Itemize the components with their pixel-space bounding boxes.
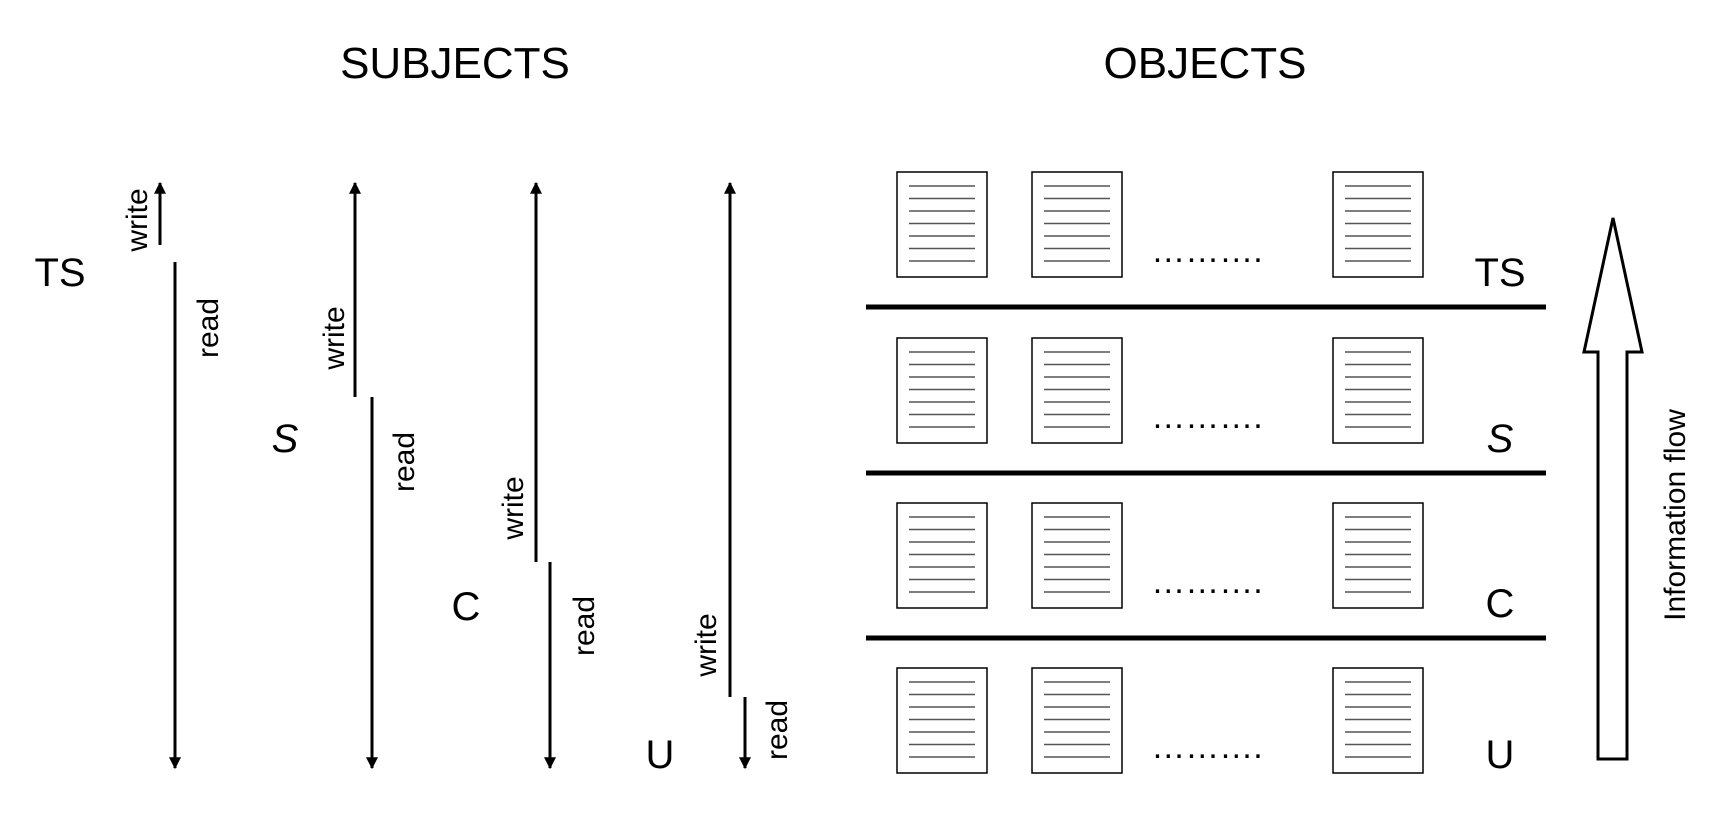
objects-header: OBJECTS bbox=[1104, 39, 1307, 88]
subject-level-s: S bbox=[272, 417, 299, 461]
read-label: read bbox=[192, 298, 225, 358]
read-label: read bbox=[568, 596, 601, 656]
document-icon bbox=[896, 502, 988, 609]
object-level-c: C bbox=[1486, 582, 1515, 626]
document-icon bbox=[1031, 667, 1123, 774]
read-label: read bbox=[761, 700, 794, 760]
objects-area: ………. ………. ………. ………. bbox=[866, 171, 1546, 774]
document-icon bbox=[1332, 337, 1424, 444]
subject-ts: write read bbox=[121, 181, 225, 770]
document-icon bbox=[896, 171, 988, 278]
write-label: write bbox=[318, 306, 351, 370]
read-label: read bbox=[388, 432, 421, 492]
write-label: write bbox=[690, 613, 723, 677]
document-icon bbox=[896, 667, 988, 774]
subject-u: write read bbox=[690, 181, 794, 770]
subject-c: write read bbox=[497, 181, 601, 770]
document-icon bbox=[1332, 667, 1424, 774]
object-row-s: ………. bbox=[896, 337, 1424, 444]
subject-level-u: U bbox=[646, 733, 675, 777]
information-flow-label: Information flow bbox=[1659, 409, 1692, 621]
write-label: write bbox=[121, 188, 154, 252]
subject-level-ts: TS bbox=[34, 251, 85, 295]
object-row-ts: ………. bbox=[896, 171, 1424, 278]
object-level-u: U bbox=[1486, 733, 1515, 777]
subject-s: write read bbox=[318, 181, 421, 770]
ellipsis: ………. bbox=[1151, 232, 1262, 270]
document-icon bbox=[1031, 171, 1123, 278]
subjects-header: SUBJECTS bbox=[340, 39, 570, 88]
ellipsis: ………. bbox=[1151, 728, 1262, 766]
object-level-s: S bbox=[1487, 417, 1514, 461]
object-row-c: ………. bbox=[896, 502, 1424, 609]
object-level-ts: TS bbox=[1474, 251, 1525, 295]
subject-level-c: C bbox=[452, 585, 481, 629]
ellipsis: ………. bbox=[1151, 563, 1262, 601]
document-icon bbox=[1332, 171, 1424, 278]
document-icon bbox=[1031, 337, 1123, 444]
write-label: write bbox=[497, 476, 530, 540]
document-icon bbox=[1332, 502, 1424, 609]
ellipsis: ………. bbox=[1151, 398, 1262, 436]
document-icon bbox=[1031, 502, 1123, 609]
document-icon bbox=[896, 337, 988, 444]
object-row-u: ………. bbox=[896, 667, 1424, 774]
information-flow-arrow bbox=[1582, 217, 1644, 761]
